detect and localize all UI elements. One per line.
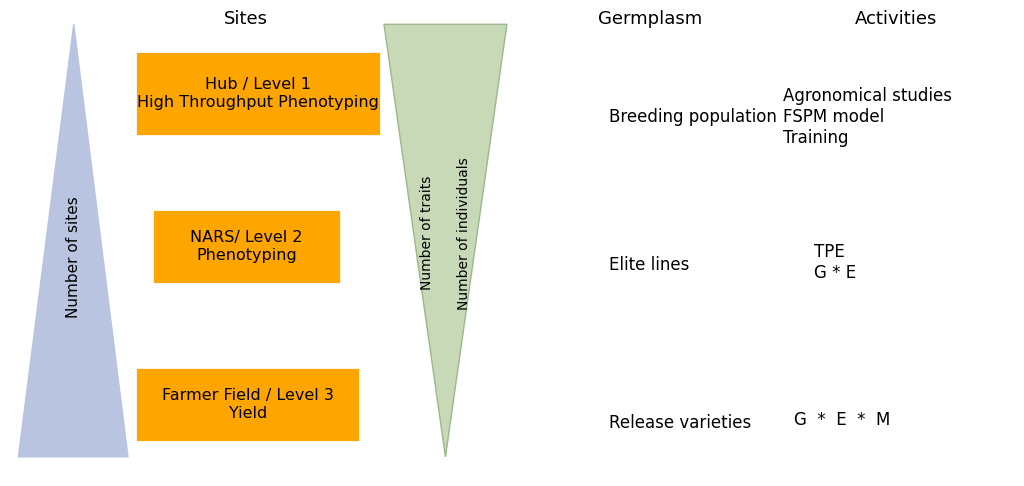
Text: Number of individuals: Number of individuals [457,157,471,310]
Text: Release varieties: Release varieties [609,414,752,432]
Text: TPE
G * E: TPE G * E [814,243,856,282]
Text: Germplasm: Germplasm [598,10,702,29]
Text: Hub / Level 1
High Throughput Phenotyping: Hub / Level 1 High Throughput Phenotypin… [137,77,379,110]
Text: Elite lines: Elite lines [609,256,689,274]
Text: Activities: Activities [855,10,937,29]
FancyBboxPatch shape [152,209,341,284]
Text: Number of sites: Number of sites [67,197,81,318]
FancyBboxPatch shape [135,367,360,442]
Text: NARS/ Level 2
Phenotyping: NARS/ Level 2 Phenotyping [190,230,302,263]
Text: Agronomical studies
FSPM model
Training: Agronomical studies FSPM model Training [783,87,952,147]
Text: Sites: Sites [224,10,267,29]
Text: G  *  E  *  M: G * E * M [794,411,890,429]
Polygon shape [384,24,507,457]
FancyBboxPatch shape [135,51,381,136]
Text: Farmer Field / Level 3
Yield: Farmer Field / Level 3 Yield [162,388,334,421]
Text: Breeding population: Breeding population [609,107,777,126]
Polygon shape [18,24,128,457]
Text: Number of traits: Number of traits [420,176,434,291]
